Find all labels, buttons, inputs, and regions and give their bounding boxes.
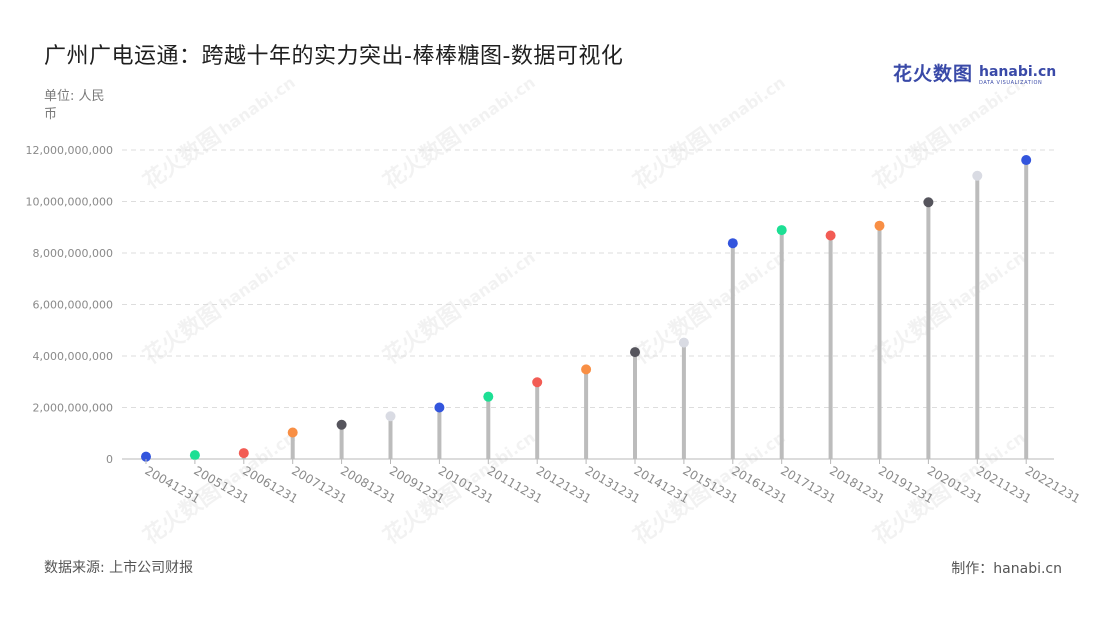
lollipop-dot <box>189 450 200 461</box>
watermark-text-cn: 花火数图 <box>379 123 466 195</box>
lollipop-dot <box>532 377 543 388</box>
logo-english: hanabi.cn <box>979 64 1057 80</box>
x-tick-label: 20221231 <box>1023 463 1083 506</box>
y-tick-label: 4,000,000,000 <box>33 350 113 363</box>
brand-logo[interactable]: 花火数图 hanabi.cn DATA VISUALIZATION <box>893 60 1056 86</box>
x-tick-label: 20211231 <box>974 463 1034 506</box>
y-tick-label: 10,000,000,000 <box>26 196 113 209</box>
x-tick-label: 20081231 <box>338 463 398 506</box>
lollipop-dot <box>1021 155 1032 166</box>
x-tick-label: 20071231 <box>289 463 349 506</box>
y-tick-label: 8,000,000,000 <box>33 247 113 260</box>
watermark-text-cn: 花火数图 <box>629 123 716 195</box>
x-tick-label: 20121231 <box>534 463 594 506</box>
dots-layer <box>141 155 1032 462</box>
y-tick-label: 2,000,000,000 <box>33 402 113 415</box>
watermark-text-cn: 花火数图 <box>139 298 226 370</box>
chart-title: 广州广电运通：跨越十年的实力突出-棒棒糖图-数据可视化 <box>44 44 624 69</box>
logo-chinese: 花火数图 <box>893 63 974 85</box>
x-tick-label: 20041231 <box>143 463 203 506</box>
lollipop-dot <box>923 197 934 208</box>
y-axis-ticks: 0 2,000,000,000 4,000,000,000 6,000,000,000… <box>26 144 113 466</box>
lollipop-dot <box>972 170 983 181</box>
maker-credit: 制作：hanabi.cn <box>951 561 1062 577</box>
watermark-text-en: hanabi.cn <box>456 73 539 139</box>
y-tick-label: 12,000,000,000 <box>26 144 113 157</box>
watermark-text-en: hanabi.cn <box>706 73 789 139</box>
watermark-text-cn: 花火数图 <box>139 123 226 195</box>
lollipop-dot <box>825 230 836 241</box>
x-tick-label: 20111231 <box>485 463 545 506</box>
watermark-text-cn: 花火数图 <box>629 298 716 370</box>
logo-subtitle: DATA VISUALIZATION <box>979 80 1043 86</box>
watermark-text-en: hanabi.cn <box>946 73 1029 139</box>
watermark-text-en: hanabi.cn <box>456 248 539 314</box>
stems-layer <box>144 160 1029 459</box>
lollipop-dot <box>727 238 738 249</box>
lollipop-dot <box>287 427 298 438</box>
lollipop-dot <box>630 347 640 358</box>
x-tick-label: 20181231 <box>827 463 887 506</box>
watermark-text-cn: 花火数图 <box>379 298 466 370</box>
x-tick-label: 20061231 <box>240 463 300 506</box>
x-tick-label: 20191231 <box>876 463 936 506</box>
unit-label: 单位: 人民币 <box>44 89 105 122</box>
watermark-text-en: hanabi.cn <box>706 248 789 314</box>
x-tick-label: 20091231 <box>387 463 447 506</box>
lollipop-dot <box>385 411 396 422</box>
lollipop-dot <box>434 402 445 413</box>
x-tick-label: 20171231 <box>778 463 838 506</box>
x-tick-label: 20131231 <box>583 463 643 506</box>
y-tick-label: 6,000,000,000 <box>33 299 113 312</box>
watermark-text-cn: 花火数图 <box>869 123 956 195</box>
lollipop-dot <box>483 391 494 402</box>
watermark-text-cn: 花火数图 <box>869 298 956 370</box>
lollipop-dot <box>581 364 592 375</box>
watermark-text-en: hanabi.cn <box>216 248 299 314</box>
x-tick-label: 20141231 <box>632 463 692 506</box>
data-source: 数据来源: 上市公司财报 <box>44 560 194 576</box>
lollipop-dot <box>141 451 151 462</box>
lollipop-dot <box>776 225 787 236</box>
lollipop-dot <box>678 337 689 348</box>
grid-layer <box>122 149 1054 460</box>
watermark-text-en: hanabi.cn <box>946 248 1029 314</box>
y-tick-label: 0 <box>106 453 113 466</box>
x-tick-label: 20161231 <box>729 463 789 506</box>
watermark-text-en: hanabi.cn <box>216 73 299 139</box>
lollipop-dot <box>336 419 347 430</box>
lollipop-dot <box>874 220 885 231</box>
lollipop-dot <box>238 448 249 459</box>
